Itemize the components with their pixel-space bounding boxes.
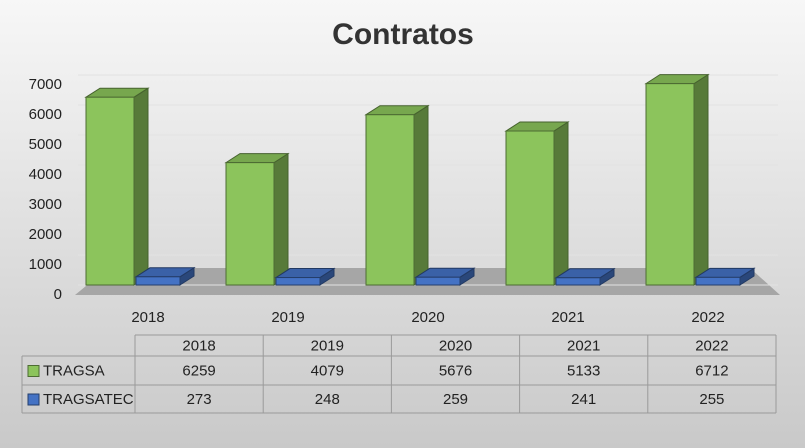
bar-side [693, 73, 709, 286]
bar-side [133, 87, 149, 286]
bar-front [85, 96, 135, 286]
y-tick-label: 1000 [29, 256, 62, 273]
legend-swatch [27, 365, 40, 377]
x-tick-label: 2022 [691, 309, 724, 326]
bar [504, 121, 570, 286]
bar-front [365, 114, 415, 286]
legend-label: TRAGSA [43, 362, 105, 379]
table-cell: 5676 [439, 362, 472, 379]
legend-swatch [27, 393, 40, 406]
bar-side [553, 121, 569, 286]
table-cell: 5133 [567, 362, 600, 379]
y-tick-label: 2000 [29, 226, 62, 243]
x-tick-label: 2020 [411, 309, 444, 326]
y-tick-label: 0 [54, 286, 62, 303]
bar [134, 266, 196, 286]
table-header: 2021 [567, 337, 600, 354]
y-tick-label: 3000 [29, 196, 62, 213]
table-header: 2022 [695, 337, 728, 354]
table-cell: 6259 [182, 362, 215, 379]
bar-front [225, 162, 275, 286]
table-cell: 248 [315, 391, 340, 408]
table-cell: 241 [571, 391, 596, 408]
bar [84, 87, 150, 286]
table-header: 2019 [311, 337, 344, 354]
bar-front [135, 276, 181, 286]
y-tick-label: 5000 [29, 136, 62, 153]
bar [274, 267, 336, 286]
bar-front [645, 83, 695, 286]
table-header: 2020 [439, 337, 472, 354]
table-cell: 273 [187, 391, 212, 408]
y-tick-label: 6000 [29, 106, 62, 123]
bar [644, 73, 710, 286]
bar [224, 152, 290, 286]
x-tick-label: 2021 [551, 309, 584, 326]
bar-front [275, 277, 321, 286]
bar-side [273, 152, 289, 286]
x-tick-label: 2019 [271, 309, 304, 326]
bar [554, 267, 616, 286]
bar-front [415, 276, 461, 286]
legend-label: TRAGSATEC [43, 391, 134, 408]
bar [694, 267, 756, 286]
chart-title: Contratos [332, 18, 474, 51]
table-cell: 255 [699, 391, 724, 408]
y-tick-label: 7000 [29, 76, 62, 93]
table-cell: 259 [443, 391, 468, 408]
y-tick-label: 4000 [29, 166, 62, 183]
bar-front [505, 130, 555, 286]
bar-front [695, 276, 741, 286]
bar [364, 104, 430, 286]
x-tick-label: 2018 [131, 309, 164, 326]
table-cell: 4079 [311, 362, 344, 379]
table-header: 2018 [182, 337, 215, 354]
bar-front [555, 277, 601, 286]
table-cell: 6712 [695, 362, 728, 379]
bar [414, 267, 476, 286]
bar-side [413, 104, 429, 286]
